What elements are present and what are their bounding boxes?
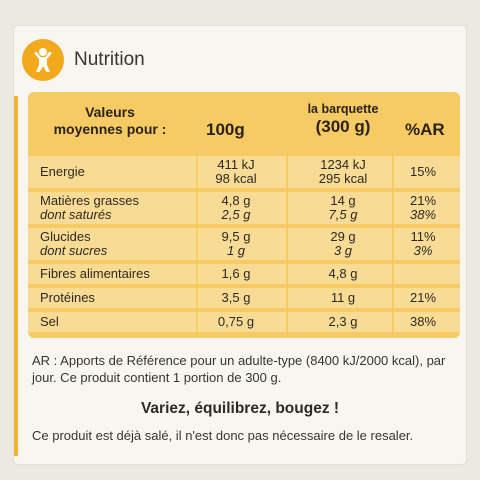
nutrition-header: Nutrition <box>22 38 145 82</box>
value-ar: 11% <box>410 229 436 244</box>
value-ar: 21% <box>409 290 437 305</box>
value-portion: 11 g <box>330 290 356 305</box>
header-label-line1: Valeurs <box>85 104 135 120</box>
value-100g-sub: 1 g <box>226 243 246 258</box>
row-name: Glucides <box>40 229 91 244</box>
salt-note: Ce produit est déjà salé, il n'est donc … <box>32 428 414 443</box>
header-per-100g: 100g <box>206 120 245 139</box>
active-person-icon <box>22 39 64 81</box>
row-name: Fibres alimentaires <box>40 266 150 281</box>
value-portion: 14 g <box>330 193 356 208</box>
column-divider <box>286 152 288 332</box>
slogan: Variez, équilibrez, bougez ! <box>140 400 340 417</box>
table-row-glucides: Glucides dont sucres 9,5 g 1 g 29 g 3 g … <box>28 228 460 260</box>
value-100g-kcal: 98 kcal <box>215 171 257 186</box>
header-portion-line1: la barquette <box>307 102 379 116</box>
value-100g-sub: 2,5 g <box>221 207 251 222</box>
table-header: Valeurs moyennes pour : 100g la barquett… <box>28 96 460 152</box>
header-ar: %AR <box>405 120 445 139</box>
header-label-line2: moyennes pour : <box>53 121 167 137</box>
column-divider <box>196 152 198 332</box>
header-portion-line2: (300 g) <box>315 117 371 136</box>
table-row-energie: Energie 411 kJ 98 kcal 1234 kJ 295 kcal … <box>28 156 460 188</box>
ar-footnote: AR : Apports de Référence pour un adulte… <box>32 353 446 385</box>
value-portion-sub: 7,5 g <box>328 207 358 222</box>
nutrition-table: Valeurs moyennes pour : 100g la barquett… <box>28 92 460 338</box>
value-ar: 15% <box>409 164 437 179</box>
value-100g: 3,5 g <box>221 290 251 305</box>
row-name: Protéines <box>40 290 95 305</box>
header-label: Valeurs moyennes pour : <box>40 104 180 138</box>
accent-rule <box>14 96 18 456</box>
value-portion-sub: 3 g <box>333 243 353 258</box>
value-ar: 38% <box>409 314 437 329</box>
page-title: Nutrition <box>74 49 145 70</box>
row-sub-name: dont saturés <box>40 207 112 222</box>
column-divider <box>392 152 394 332</box>
value-ar-sub: 3% <box>413 243 433 258</box>
value-portion: 29 g <box>330 229 356 244</box>
row-name: Energie <box>40 164 85 179</box>
value-ar: 21% <box>409 193 437 208</box>
value-100g: 411 kJ <box>217 157 255 172</box>
value-100g: 4,8 g <box>221 193 251 208</box>
header-portion: la barquette (300 g) <box>288 102 398 136</box>
value-portion: 2,3 g <box>328 314 358 329</box>
row-name: Sel <box>40 314 59 329</box>
value-portion: 1234 kJ <box>320 157 366 172</box>
value-portion: 4,8 g <box>328 266 358 281</box>
table-row-sel: Sel 0,75 g 2,3 g 38% <box>28 312 460 332</box>
row-name: Matières grasses <box>40 193 139 208</box>
value-100g: 0,75 g <box>217 314 255 329</box>
value-100g: 1,6 g <box>221 266 251 281</box>
value-100g: 9,5 g <box>221 229 251 244</box>
table-row-proteines: Protéines 3,5 g 11 g 21% <box>28 288 460 308</box>
value-portion-kcal: 295 kcal <box>318 171 368 186</box>
table-row-matieres-grasses: Matières grasses dont saturés 4,8 g 2,5 … <box>28 192 460 224</box>
table-row-fibres: Fibres alimentaires 1,6 g 4,8 g <box>28 264 460 284</box>
row-sub-name: dont sucres <box>40 243 108 258</box>
value-ar-sub: 38% <box>409 207 437 222</box>
